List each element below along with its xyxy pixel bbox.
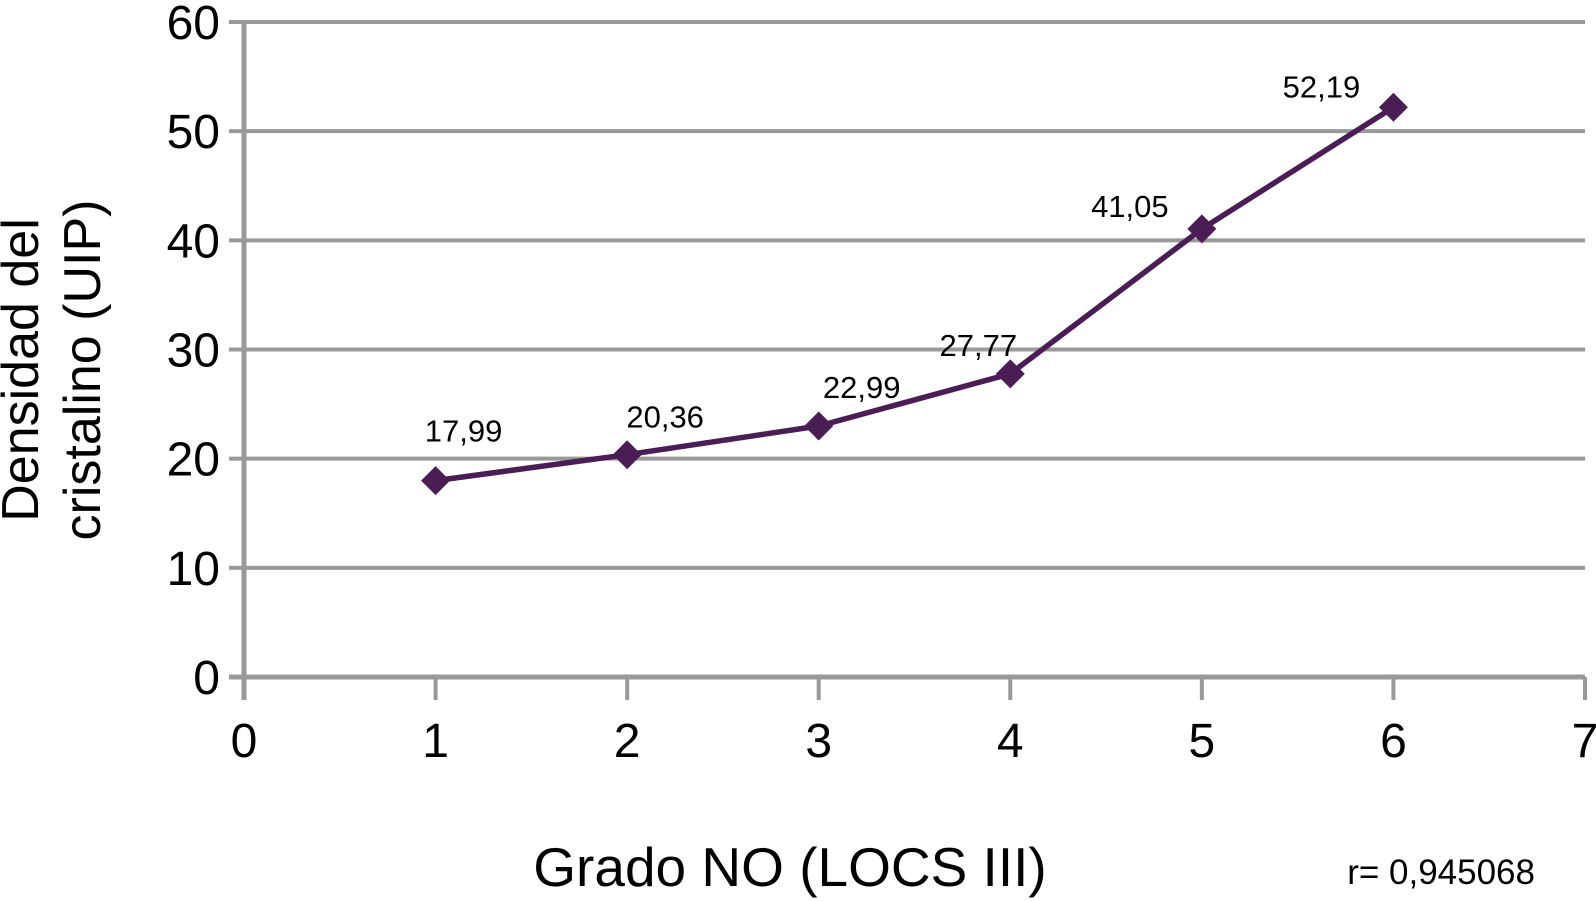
x-tick-label: 1 [422, 715, 449, 768]
data-point-marker [612, 440, 642, 470]
data-point-label: 22,99 [823, 370, 901, 405]
data-point-marker [804, 411, 834, 441]
tick-labels-group: 0 10 20 30 40 50 60 0 1 2 3 4 5 6 7 [167, 0, 1596, 768]
x-axis-title: Grado NO (LOCS III) [533, 836, 1046, 898]
y-tick-label: 40 [167, 215, 220, 268]
x-tick-label: 7 [1572, 715, 1596, 768]
data-point-label: 20,36 [626, 400, 704, 435]
y-axis-title-line2: cristalino (UIP) [54, 200, 112, 541]
x-tick-label: 6 [1380, 715, 1407, 768]
data-point-marker [1378, 92, 1408, 122]
data-point-label: 27,77 [939, 328, 1017, 363]
y-axis-title-line1: Densidad del [0, 218, 50, 522]
y-tick-label: 20 [167, 434, 220, 487]
data-point-label: 52,19 [1283, 69, 1361, 104]
x-tick-label: 3 [805, 715, 832, 768]
gridlines-group [244, 20, 1585, 570]
x-tick-label: 5 [1189, 715, 1216, 768]
x-tick-label: 0 [231, 715, 258, 768]
data-point-marker [995, 359, 1025, 389]
y-tick-label: 50 [167, 106, 220, 159]
data-point-marker [1187, 214, 1217, 244]
correlation-annotation: r= 0,945068 [1347, 853, 1535, 892]
data-point-marker [421, 466, 451, 496]
y-tick-label: 60 [167, 0, 220, 50]
x-tick-label: 2 [614, 715, 641, 768]
series-line [435, 104, 1395, 484]
y-axis-title: Densidad del cristalino (UIP) [0, 200, 112, 541]
data-labels-group: 17,99 20,36 22,99 27,77 41,05 52,19 [425, 69, 1360, 448]
data-point-label: 17,99 [425, 414, 503, 449]
y-tick-label: 30 [167, 325, 220, 378]
y-tick-label: 10 [167, 543, 220, 596]
x-tick-label: 4 [997, 715, 1024, 768]
y-tick-label: 0 [193, 652, 220, 705]
series-group [421, 92, 1408, 496]
data-point-label: 41,05 [1091, 189, 1169, 224]
axes-group [229, 20, 1587, 700]
